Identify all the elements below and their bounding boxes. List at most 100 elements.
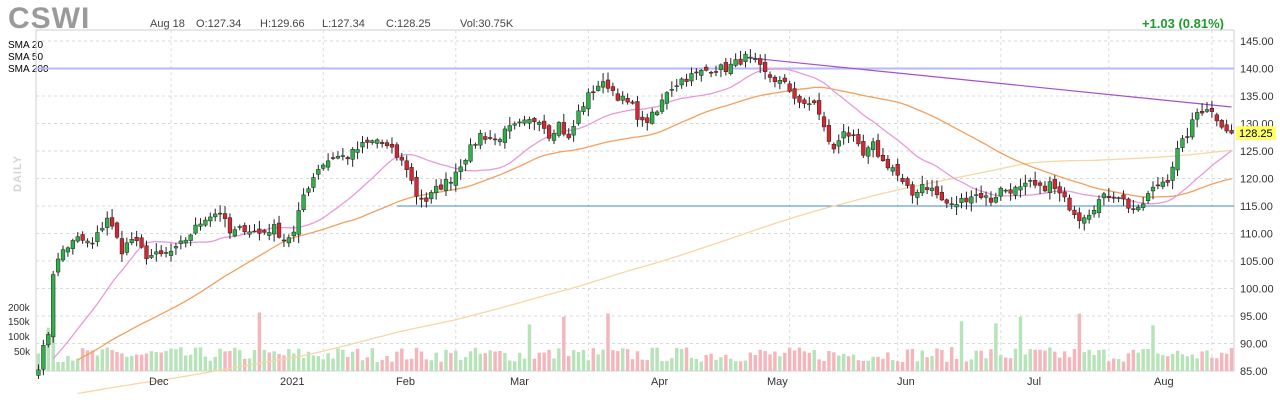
candle-body <box>772 76 778 82</box>
legend-sma200: SMA 200 <box>8 64 49 75</box>
quote-date: Aug 18 <box>150 18 185 30</box>
volume-bar <box>1161 355 1165 371</box>
candle-body <box>242 225 247 233</box>
candle-body <box>173 246 179 249</box>
volume-bar <box>331 358 335 371</box>
candle-body <box>1229 130 1234 134</box>
volume-bar <box>763 351 767 371</box>
volume-bar <box>125 356 129 371</box>
volume-bar <box>1210 357 1214 371</box>
candle-body <box>60 249 66 261</box>
candle-body <box>384 142 390 146</box>
candle-body <box>296 210 301 235</box>
candle-body <box>1033 180 1038 186</box>
candle-body <box>979 193 984 198</box>
candle-body <box>640 116 645 121</box>
candle-body <box>826 125 832 142</box>
candle-body <box>1008 189 1013 194</box>
volume-bar <box>409 358 414 371</box>
candle-body <box>443 179 449 191</box>
volume-bar <box>660 361 664 371</box>
candle-body <box>1018 186 1023 191</box>
candle-body <box>708 71 714 74</box>
volume-bar <box>306 351 311 371</box>
volume-bar <box>36 353 41 371</box>
volume-bar <box>287 348 291 371</box>
candle-body <box>340 155 345 157</box>
candle-body <box>1121 194 1126 200</box>
volume-bar <box>846 356 851 371</box>
candle-body <box>154 251 159 255</box>
candle-body <box>1195 112 1200 120</box>
candle-body <box>213 213 218 218</box>
volume-bar <box>758 349 762 371</box>
volume-bar <box>458 360 463 371</box>
candle-body <box>306 188 311 193</box>
candle-body <box>414 177 419 197</box>
y-tick-label: 125.00 <box>1240 146 1274 158</box>
candle-body <box>625 98 630 103</box>
close-value: C:128.25 <box>386 18 431 30</box>
candle-body <box>227 217 233 234</box>
candle-body <box>208 216 213 222</box>
candle-body <box>910 184 915 196</box>
candle-body <box>178 240 183 244</box>
y-tick-label: 95.00 <box>1240 311 1268 323</box>
volume-bar <box>311 355 316 371</box>
candle-body <box>380 142 385 144</box>
candle-body <box>139 237 144 248</box>
volume-bar <box>503 353 507 371</box>
volume-bar <box>807 352 812 371</box>
volume-bar <box>380 360 384 371</box>
volume-value: Vol:30.75K <box>460 18 514 30</box>
candle-body <box>537 122 542 125</box>
volume-bar <box>483 353 487 371</box>
volume-bar <box>797 347 802 371</box>
candle-body <box>129 239 134 243</box>
candle-body <box>311 177 316 188</box>
candle-body <box>95 232 100 242</box>
legend-sma20: SMA 20 <box>8 40 44 51</box>
volume-bar <box>1048 347 1052 371</box>
volume-bar <box>591 348 595 371</box>
volume-bar <box>586 360 591 371</box>
volume-bar <box>179 347 183 371</box>
volume-bar <box>51 323 55 371</box>
x-tick-label: Aug <box>1154 376 1174 388</box>
candle-body <box>330 157 336 159</box>
x-tick-label: Apr <box>651 376 668 388</box>
candle-body <box>1141 203 1146 208</box>
candle-body <box>802 99 807 104</box>
volume-bar <box>46 327 50 371</box>
volume-bar <box>449 353 453 371</box>
volume-bar <box>783 352 787 371</box>
candle-body <box>880 155 886 161</box>
candle-body <box>1199 110 1205 114</box>
volume-bar <box>1067 357 1072 371</box>
volume-bar <box>1146 349 1150 371</box>
candle-body <box>291 231 296 237</box>
volume-bar <box>812 349 816 371</box>
candle-body <box>483 136 488 140</box>
candle-body <box>75 236 80 242</box>
candle-body <box>473 144 478 146</box>
candle-body <box>70 240 75 249</box>
y-tick-label: 110.00 <box>1240 229 1273 241</box>
candle-body <box>586 92 591 110</box>
volume-bar <box>473 347 478 371</box>
candle-body <box>350 149 355 160</box>
volume-bar <box>964 361 969 371</box>
volume-bar <box>542 352 546 371</box>
candle-body <box>561 122 566 135</box>
volume-bar <box>675 347 679 371</box>
volume-bar <box>198 347 203 371</box>
candle-body <box>861 141 866 156</box>
candle-body <box>817 100 822 115</box>
volume-bar <box>164 351 168 371</box>
candle-body <box>478 133 483 146</box>
volume-bar <box>316 356 321 371</box>
candle-body <box>272 224 277 235</box>
volume-bar <box>321 359 325 371</box>
